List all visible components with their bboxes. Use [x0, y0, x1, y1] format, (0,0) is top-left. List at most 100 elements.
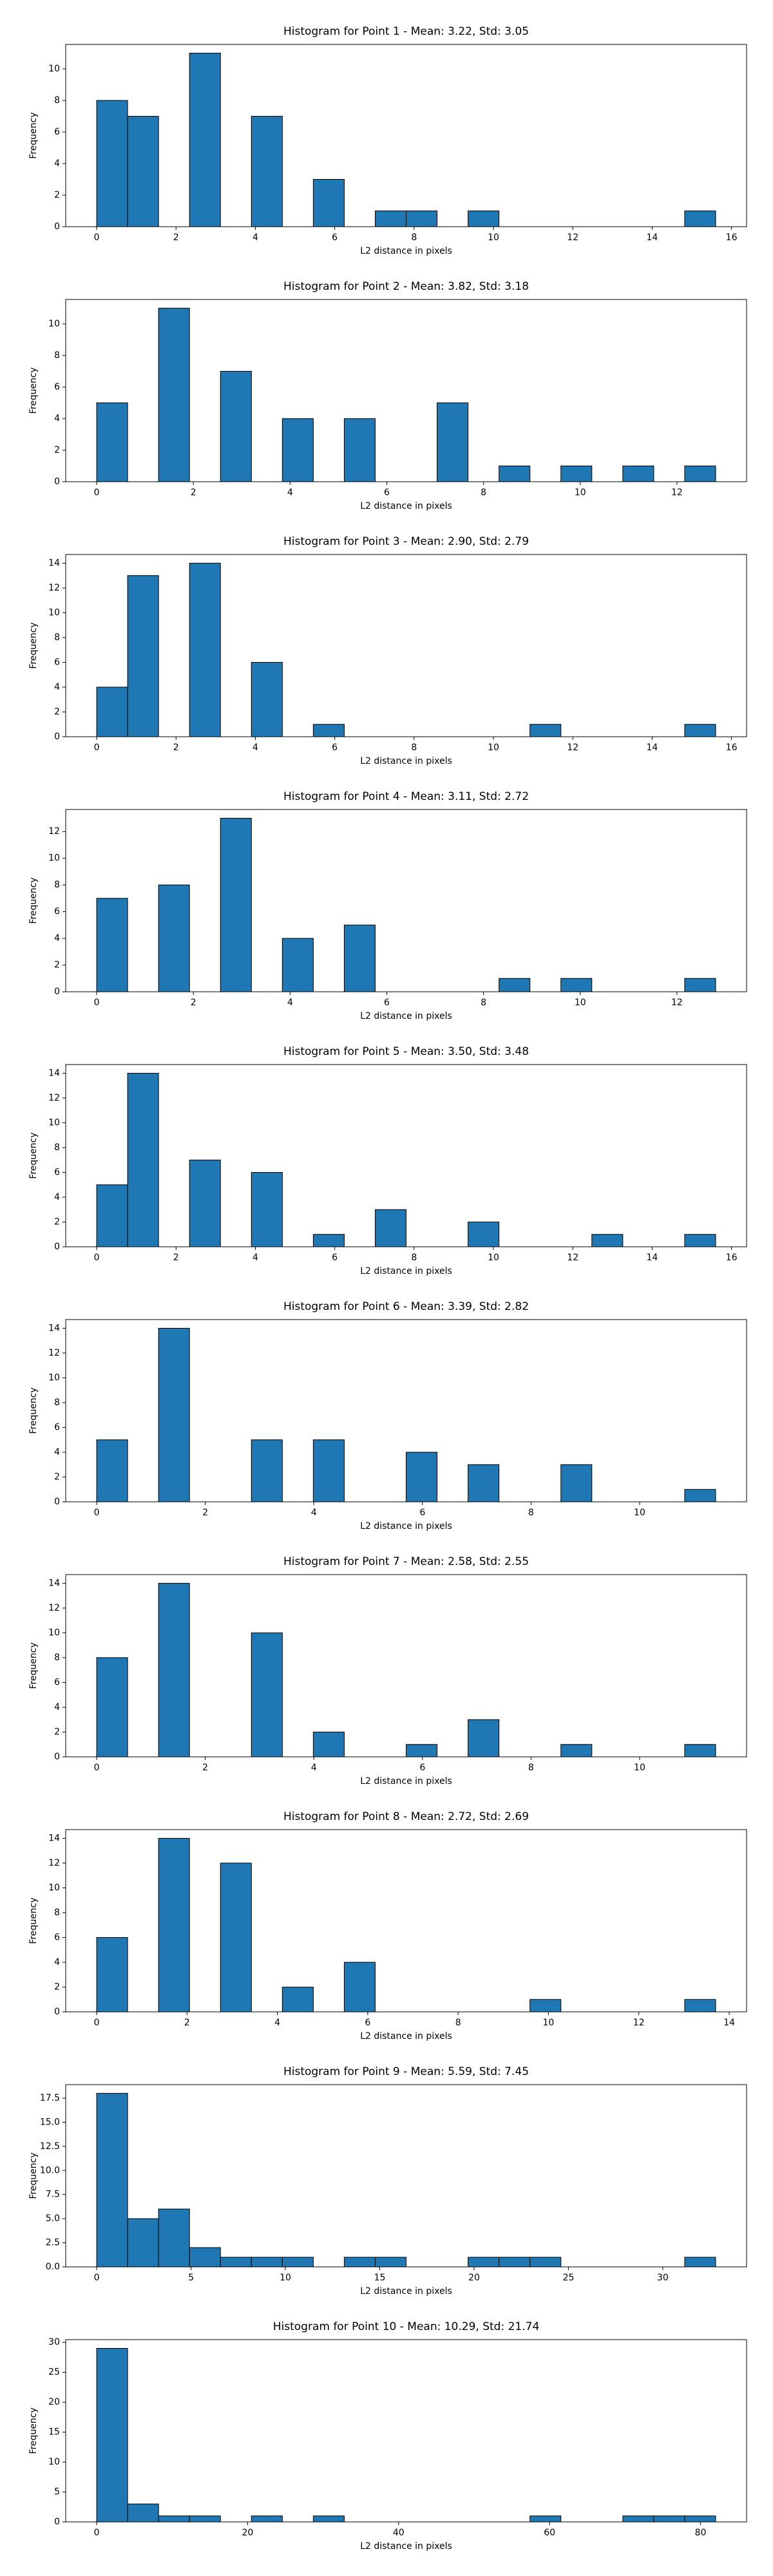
y-tick-label: 14	[48, 1833, 60, 1843]
histogram-bar	[220, 370, 252, 482]
histogram-bar	[343, 1962, 376, 2012]
y-axis-label: Frequency	[28, 367, 39, 413]
histogram-bar	[251, 2257, 283, 2268]
x-tick-label: 16	[726, 232, 738, 243]
y-tick-label: 12	[48, 1093, 60, 1103]
y-tick-label: 0	[54, 1242, 60, 1252]
y-tick-label: 5	[54, 2487, 60, 2497]
histogram-bar	[127, 1072, 159, 1247]
x-tick-label: 4	[287, 488, 293, 498]
histogram-bar	[684, 1489, 716, 1502]
histogram-bar	[468, 210, 500, 227]
x-tick-label: 6	[384, 998, 390, 1008]
x-tick-label: 12	[567, 743, 578, 753]
x-axis-label: L2 distance in pixels	[360, 2031, 452, 2041]
x-axis-label: L2 distance in pixels	[360, 1011, 452, 1021]
y-tick-label: 10	[48, 1627, 60, 1638]
histogram-bar	[96, 2092, 128, 2268]
histogram-bar	[158, 1327, 190, 1502]
x-axis-label: L2 distance in pixels	[360, 501, 452, 511]
y-tick-label: 0	[54, 2007, 60, 2017]
histogram-bar	[158, 1837, 190, 2012]
x-tick-label: 16	[726, 743, 738, 753]
histogram-bar	[406, 1744, 438, 1757]
axes-frame	[65, 2084, 747, 2268]
axes-frame	[65, 809, 747, 992]
x-tick-label: 20	[242, 2528, 253, 2538]
x-tick-label: 16	[726, 1253, 738, 1263]
y-tick-label: 0	[54, 1497, 60, 1507]
x-axis-label: L2 distance in pixels	[360, 756, 452, 766]
y-tick-label: 12	[48, 1348, 60, 1358]
y-tick-label: 6	[54, 907, 60, 917]
x-tick-label: 0	[94, 488, 100, 498]
x-tick-label: 10	[575, 998, 586, 1008]
histogram-bar	[499, 978, 531, 992]
histogram-bar	[189, 562, 221, 737]
histogram-bar	[499, 465, 531, 482]
x-tick-label: 10	[488, 1253, 499, 1263]
x-tick-label: 8	[481, 998, 486, 1008]
x-tick-label: 20	[468, 2273, 480, 2283]
x-tick-label: 0	[94, 998, 100, 1008]
x-tick-label: 6	[332, 232, 338, 243]
y-axis-label: Frequency	[28, 622, 39, 668]
histogram-bar	[312, 178, 345, 227]
histogram-bar	[591, 1234, 624, 1247]
histogram-bar	[343, 418, 376, 482]
x-tick-label: 4	[287, 998, 293, 1008]
y-tick-label: 14	[48, 1068, 60, 1078]
y-tick-label: 6	[54, 1932, 60, 1942]
x-tick-label: 2	[191, 998, 196, 1008]
y-axis-label: Frequency	[28, 1642, 39, 1689]
y-tick-label: 4	[54, 1192, 60, 1202]
x-tick-label: 14	[646, 1253, 658, 1263]
y-tick-label: 14	[48, 558, 60, 568]
x-tick-label: 10	[575, 488, 586, 498]
y-tick-label: 12.5	[40, 2141, 60, 2152]
y-tick-label: 5.0	[46, 2213, 60, 2224]
histogram-bar	[560, 1744, 593, 1757]
histogram-bar	[189, 1159, 221, 1247]
y-tick-label: 6	[54, 657, 60, 667]
y-tick-label: 20	[48, 2397, 60, 2407]
y-axis-label: Frequency	[28, 1132, 39, 1179]
x-tick-label: 10	[280, 2273, 291, 2283]
chart-title: Histogram for Point 8 - Mean: 2.72, Std:…	[283, 1810, 529, 1823]
histogram-bar	[220, 817, 252, 992]
histogram-bar	[560, 978, 593, 992]
chart-title: Histogram for Point 5 - Mean: 3.50, Std:…	[283, 1045, 529, 1058]
y-axis-label: Frequency	[28, 1897, 39, 1944]
y-tick-label: 2	[54, 1472, 60, 1482]
histogram-bar	[251, 1171, 283, 1247]
axes-frame	[65, 2339, 747, 2523]
x-axis-label: L2 distance in pixels	[360, 1776, 452, 1786]
y-tick-label: 0	[54, 987, 60, 997]
histogram-bar	[251, 661, 283, 737]
x-tick-label: 8	[481, 488, 486, 498]
x-tick-label: 2	[173, 1253, 179, 1263]
histogram-bar	[312, 1731, 345, 1757]
y-tick-label: 8	[54, 350, 60, 361]
axes-frame	[65, 1064, 747, 1247]
x-tick-label: 12	[671, 488, 683, 498]
histogram-bar	[343, 2257, 376, 2268]
histogram-bar	[312, 2515, 345, 2523]
x-tick-label: 0	[94, 743, 100, 753]
y-tick-label: 4	[54, 158, 60, 169]
x-tick-label: 10	[488, 232, 499, 243]
x-tick-label: 4	[311, 1508, 317, 1518]
y-tick-label: 8	[54, 632, 60, 643]
x-tick-label: 30	[657, 2273, 669, 2283]
x-tick-label: 4	[253, 743, 258, 753]
chart-title: Histogram for Point 4 - Mean: 3.11, Std:…	[283, 790, 529, 803]
y-tick-label: 0	[54, 1752, 60, 1762]
y-tick-label: 4	[54, 1702, 60, 1712]
y-tick-label: 6	[54, 1422, 60, 1432]
x-tick-label: 10	[543, 2018, 555, 2028]
histogram-bar	[312, 1234, 345, 1247]
x-tick-label: 8	[455, 2018, 461, 2028]
histogram-bar	[437, 402, 469, 482]
